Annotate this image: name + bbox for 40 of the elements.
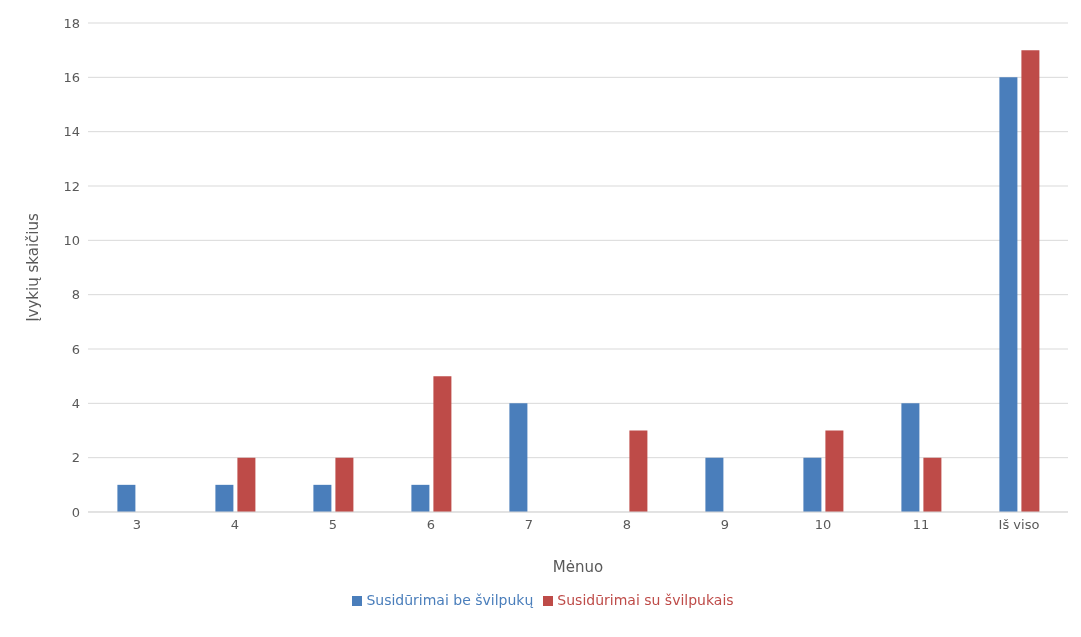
- y-axis-title: Įvykių skaičius: [24, 213, 43, 322]
- legend-label: Susidūrimai be švilpukų: [366, 592, 534, 608]
- bar: [433, 376, 452, 512]
- bar: [117, 484, 136, 512]
- x-tick-label: 10: [814, 517, 832, 533]
- y-tick-label: 18: [63, 15, 80, 31]
- y-tick-label: 10: [63, 232, 80, 248]
- x-tick-label: 7: [524, 517, 534, 533]
- bar: [629, 430, 648, 512]
- y-tick-label: 0: [71, 504, 80, 520]
- legend-label: Susidūrimai su švilpukais: [557, 592, 734, 608]
- y-tick-label: 4: [71, 395, 80, 411]
- bar: [901, 403, 920, 512]
- bar: [215, 484, 234, 512]
- x-tick-label: 3: [132, 517, 142, 533]
- x-tick-label: Iš viso: [998, 517, 1040, 533]
- bar: [803, 457, 822, 512]
- x-tick-label: 9: [720, 517, 730, 533]
- y-tick-label: 2: [71, 450, 80, 466]
- bar: [313, 484, 332, 512]
- bar: [705, 457, 724, 512]
- bar: [999, 77, 1018, 512]
- y-tick-label: 6: [71, 341, 80, 357]
- bar: [923, 457, 942, 512]
- x-tick-label: 8: [622, 517, 632, 533]
- bar: [825, 430, 844, 512]
- bar: [1021, 50, 1040, 512]
- x-tick-label: 4: [230, 517, 240, 533]
- x-tick-label: 5: [328, 517, 338, 533]
- x-axis-title: Mėnuo: [552, 558, 604, 576]
- bar: [335, 457, 354, 512]
- x-tick-label: 6: [426, 517, 436, 533]
- y-tick-label: 16: [63, 69, 80, 85]
- x-tick-label: 11: [912, 517, 930, 533]
- bar: [237, 457, 256, 512]
- y-tick-label: 14: [63, 124, 80, 140]
- y-tick-label: 8: [71, 287, 80, 303]
- y-tick-label: 12: [63, 178, 80, 194]
- bar: [509, 403, 528, 512]
- bar: [411, 484, 430, 512]
